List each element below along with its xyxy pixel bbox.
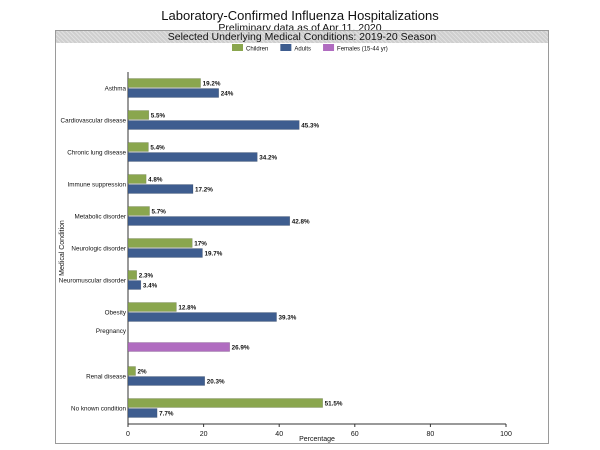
bar-children [127, 366, 136, 376]
bar-children [127, 206, 150, 216]
bar-value-label: 5.7% [152, 209, 167, 216]
bar-children [127, 78, 201, 88]
bar-adults [127, 280, 142, 290]
bar-value-label: 4.8% [148, 177, 163, 184]
bar-children [127, 270, 137, 280]
panel-title: Selected Underlying Medical Conditions: … [56, 31, 548, 43]
bar-adults [127, 184, 194, 194]
legend-swatch-1 [280, 44, 292, 51]
legend-label-1: Adults [294, 47, 311, 53]
bar-value-label: 12.8% [178, 305, 196, 312]
legend-label-0: Children [246, 47, 268, 53]
category-label: Asthma [105, 86, 127, 93]
category-label: Chronic lung disease [67, 150, 126, 157]
bar-adults [127, 312, 277, 322]
bar-value-label: 2.3% [139, 273, 154, 280]
bar-adults [127, 376, 205, 386]
bar-value-label: 19.2% [203, 81, 221, 88]
x-tick-label: 60 [351, 431, 359, 438]
category-label: No known condition [71, 406, 126, 413]
x-axis-label: Percentage [299, 436, 335, 443]
y-axis-label: Medical Condition [59, 220, 66, 276]
category-label: Immune suppression [68, 182, 127, 189]
category-label: Obesity [105, 310, 127, 317]
bar-children [127, 302, 177, 312]
legend-swatch-2 [323, 44, 335, 51]
bar-value-label: 19.7% [204, 251, 222, 258]
x-tick-label: 0 [126, 431, 130, 438]
bar-children [127, 110, 150, 120]
bar-value-label: 7.7% [159, 411, 174, 418]
bar-children [127, 238, 193, 248]
bar-value-label: 42.8% [292, 219, 310, 226]
legend-label-2: Females (15-44 yr) [337, 47, 388, 53]
bar-value-label: 45.3% [301, 123, 319, 130]
category-label: Metabolic disorder [75, 214, 126, 221]
bar-females-15-44-yr [127, 342, 230, 352]
x-tick-label: 100 [500, 431, 512, 438]
bar-value-label: 2% [138, 369, 148, 376]
bar-value-label: 5.5% [151, 113, 166, 120]
bar-value-label: 17.2% [195, 187, 213, 194]
bar-value-label: 3.4% [143, 283, 158, 290]
chart-frame [55, 30, 549, 444]
bar-adults [127, 408, 158, 418]
x-tick-label: 40 [275, 431, 283, 438]
category-label: Neurologic disorder [71, 246, 126, 253]
bar-value-label: 34.2% [259, 155, 277, 162]
bar-value-label: 20.3% [207, 379, 225, 386]
x-tick-label: 80 [427, 431, 435, 438]
bar-children [127, 174, 147, 184]
bar-adults [127, 216, 291, 226]
bar-value-label: 39.3% [279, 315, 297, 322]
bar-adults [127, 120, 300, 130]
legend-swatch-0 [232, 44, 243, 51]
bar-adults [127, 248, 203, 258]
category-label: Renal disease [86, 374, 126, 381]
bar-value-label: 5.4% [150, 145, 165, 152]
chart-title: Laboratory-Confirmed Influenza Hospitali… [161, 8, 439, 23]
bar-children [127, 142, 149, 152]
x-tick-label: 20 [200, 431, 208, 438]
bar-value-label: 24% [221, 91, 234, 98]
bar-adults [127, 152, 258, 162]
bar-value-label: 51.5% [325, 401, 343, 408]
bar-adults [127, 88, 219, 98]
category-label: Pregnancy [96, 328, 127, 335]
bar-children [127, 398, 323, 408]
category-label: Cardiovascular disease [61, 118, 127, 125]
bar-value-label: 26.9% [232, 345, 250, 352]
category-label: Neuromuscular disorder [59, 278, 126, 285]
bar-value-label: 17% [194, 241, 207, 248]
